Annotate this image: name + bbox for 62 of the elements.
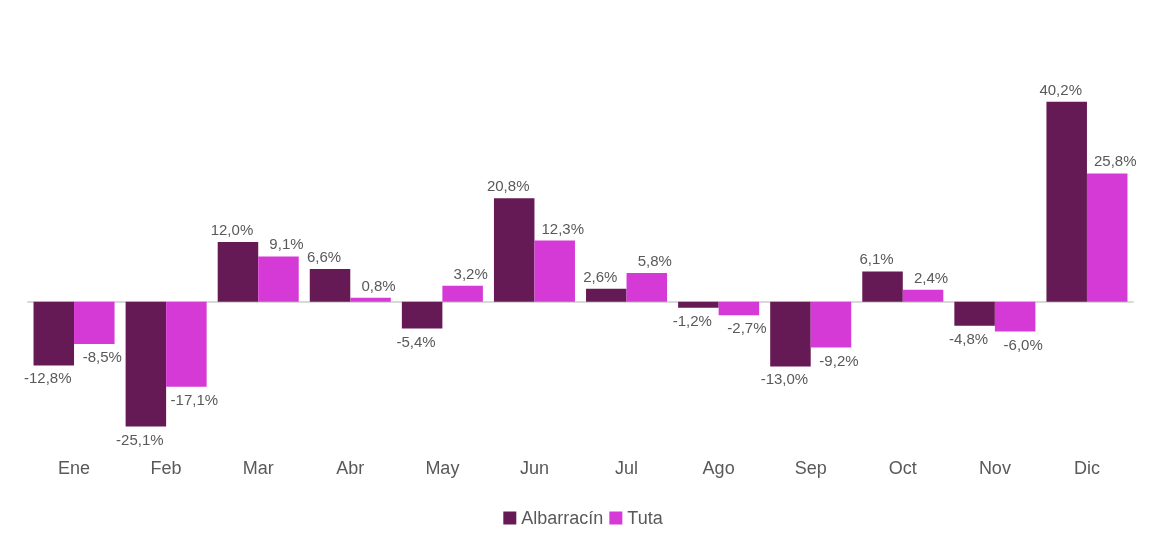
- bar: [442, 285, 483, 302]
- data-label: -5,4%: [396, 332, 436, 350]
- data-label: 12,0%: [210, 221, 254, 239]
- bar: [718, 301, 760, 316]
- x-tick-label: Jun: [519, 458, 549, 478]
- legend-label: Tuta: [627, 508, 664, 528]
- data-label: 2,6%: [583, 267, 618, 285]
- legend-label: Albarracín: [521, 508, 604, 528]
- data-label: 25,8%: [1093, 152, 1137, 170]
- bar: [33, 301, 75, 366]
- bar: [770, 301, 811, 367]
- data-label: -25,1%: [116, 430, 164, 448]
- x-tick-label: Abr: [336, 458, 365, 478]
- data-label: 6,6%: [306, 247, 342, 265]
- bar: [493, 198, 535, 302]
- data-label: 12,3%: [541, 219, 584, 237]
- data-label: 5,8%: [637, 251, 672, 269]
- data-label: -4,8%: [949, 329, 989, 347]
- x-tick-label: Oct: [888, 458, 917, 478]
- bar: [309, 268, 351, 302]
- data-label: 9,1%: [269, 235, 304, 253]
- x-tick-label: Dic: [1073, 458, 1100, 478]
- data-label: -17,1%: [170, 390, 219, 408]
- bar: [534, 240, 575, 302]
- bar: [1086, 173, 1128, 302]
- x-tick-label: Sep: [794, 458, 827, 478]
- data-label: 40,2%: [1039, 80, 1082, 98]
- data-label: -12,8%: [24, 369, 72, 387]
- bar: [954, 301, 995, 326]
- x-tick-label: May: [425, 458, 460, 478]
- bar: [994, 301, 1036, 332]
- bar: [166, 301, 207, 387]
- bar: [810, 301, 852, 348]
- data-label: -6,0%: [1003, 335, 1043, 353]
- bar: [258, 256, 299, 302]
- data-label: 20,8%: [486, 177, 530, 195]
- x-tick-label: Jul: [615, 458, 639, 478]
- bar: [586, 288, 627, 302]
- data-label: 6,1%: [859, 250, 894, 268]
- data-label: 0,8%: [361, 276, 396, 294]
- bar: [626, 272, 668, 302]
- x-tick-label: Ago: [702, 458, 735, 478]
- data-label: -13,0%: [760, 370, 809, 388]
- bar: [217, 242, 259, 302]
- data-label: -1,2%: [672, 311, 712, 329]
- x-tick-label: Mar: [242, 458, 274, 478]
- data-label: 2,4%: [913, 268, 949, 286]
- bar: [902, 289, 944, 302]
- bar: [678, 301, 719, 308]
- data-label: -2,7%: [727, 319, 767, 337]
- x-tick-label: Ene: [58, 458, 91, 478]
- bar: [125, 301, 167, 427]
- x-tick-label: Feb: [150, 458, 182, 478]
- data-label: 3,2%: [453, 264, 488, 282]
- bar: [350, 297, 391, 302]
- data-label: -8,5%: [82, 348, 122, 366]
- x-tick-label: Nov: [978, 458, 1011, 478]
- bar: [74, 301, 115, 345]
- data-label: -9,2%: [819, 351, 859, 369]
- bar: [401, 301, 443, 329]
- bar: [1046, 101, 1087, 302]
- bar: [862, 271, 903, 302]
